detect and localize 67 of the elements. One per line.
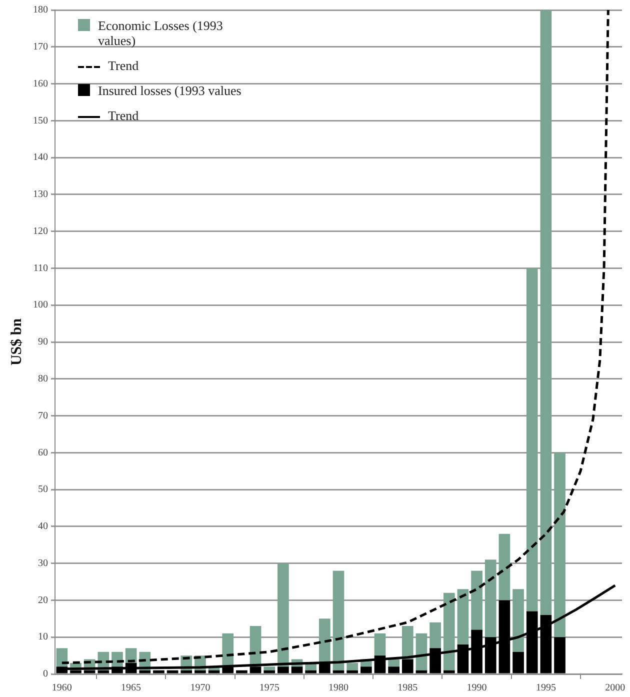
- bar: [374, 633, 386, 656]
- y-tick-label: 180: [33, 4, 48, 16]
- x-tick-label: 2000: [605, 682, 626, 694]
- y-tick-label: 80: [38, 374, 48, 385]
- bar: [236, 670, 248, 674]
- bar: [402, 626, 414, 660]
- bar: [512, 589, 524, 652]
- x-tick-label: 1965: [121, 682, 142, 694]
- y-tick-label: 60: [38, 447, 48, 458]
- bar: [526, 268, 538, 612]
- bar: [443, 592, 455, 670]
- y-tick-label: 0: [43, 668, 48, 680]
- legend-label: Trend: [108, 58, 139, 73]
- bar: [554, 637, 566, 674]
- bar: [319, 618, 330, 663]
- y-axis-title: US$ bn: [8, 318, 25, 366]
- y-tick-label: 110: [33, 262, 48, 274]
- bar: [471, 570, 482, 630]
- x-tick-label: 1970: [190, 682, 210, 694]
- x-tick-label: 1985: [398, 682, 418, 694]
- y-tick-label: 160: [33, 78, 48, 90]
- x-tick-label: 1975: [259, 682, 280, 694]
- y-tick-label: 10: [38, 632, 48, 643]
- bar: [416, 670, 428, 674]
- y-tick-label: 40: [38, 521, 48, 532]
- bar: [554, 452, 566, 638]
- bar: [457, 589, 469, 644]
- legend-label: Insured losses (1993 values: [98, 83, 242, 98]
- x-tick-label: 1995: [536, 682, 556, 694]
- bar: [332, 670, 344, 674]
- bar: [416, 633, 428, 670]
- x-tick-label: 1980: [328, 682, 348, 694]
- bar: [540, 10, 552, 615]
- bar: [56, 648, 68, 667]
- bar: [332, 570, 344, 670]
- bar: [498, 534, 510, 600]
- bar: [484, 560, 496, 638]
- bar: [222, 633, 234, 667]
- bar: [512, 652, 524, 674]
- bar: [278, 563, 289, 667]
- y-tick-label: 150: [33, 115, 48, 126]
- y-tick-label: 100: [33, 300, 48, 311]
- y-tick-label: 30: [38, 558, 48, 569]
- y-tick-label: 70: [38, 410, 48, 422]
- y-tick-label: 170: [33, 42, 48, 53]
- bar: [388, 659, 400, 667]
- y-tick-label: 90: [38, 336, 48, 348]
- bar: [360, 666, 372, 674]
- bar: [430, 622, 441, 648]
- legend-label: Trend: [108, 108, 139, 123]
- bar: [194, 670, 206, 674]
- y-tick-label: 50: [38, 484, 48, 496]
- x-tick-label: 1960: [52, 682, 72, 694]
- bar: [264, 666, 276, 670]
- bar: [305, 670, 317, 674]
- x-tick-label: 1990: [466, 682, 487, 694]
- bar: [388, 666, 400, 674]
- y-tick-label: 20: [38, 594, 48, 606]
- y-tick-label: 130: [33, 189, 48, 200]
- bar: [346, 662, 358, 670]
- bar: [264, 670, 276, 674]
- legend-label: Economic Losses (1993 values): [98, 18, 224, 48]
- bar: [208, 670, 220, 674]
- bar: [443, 670, 455, 674]
- y-tick-label: 140: [33, 152, 48, 164]
- bar: [346, 670, 358, 674]
- y-tick-label: 120: [33, 226, 48, 237]
